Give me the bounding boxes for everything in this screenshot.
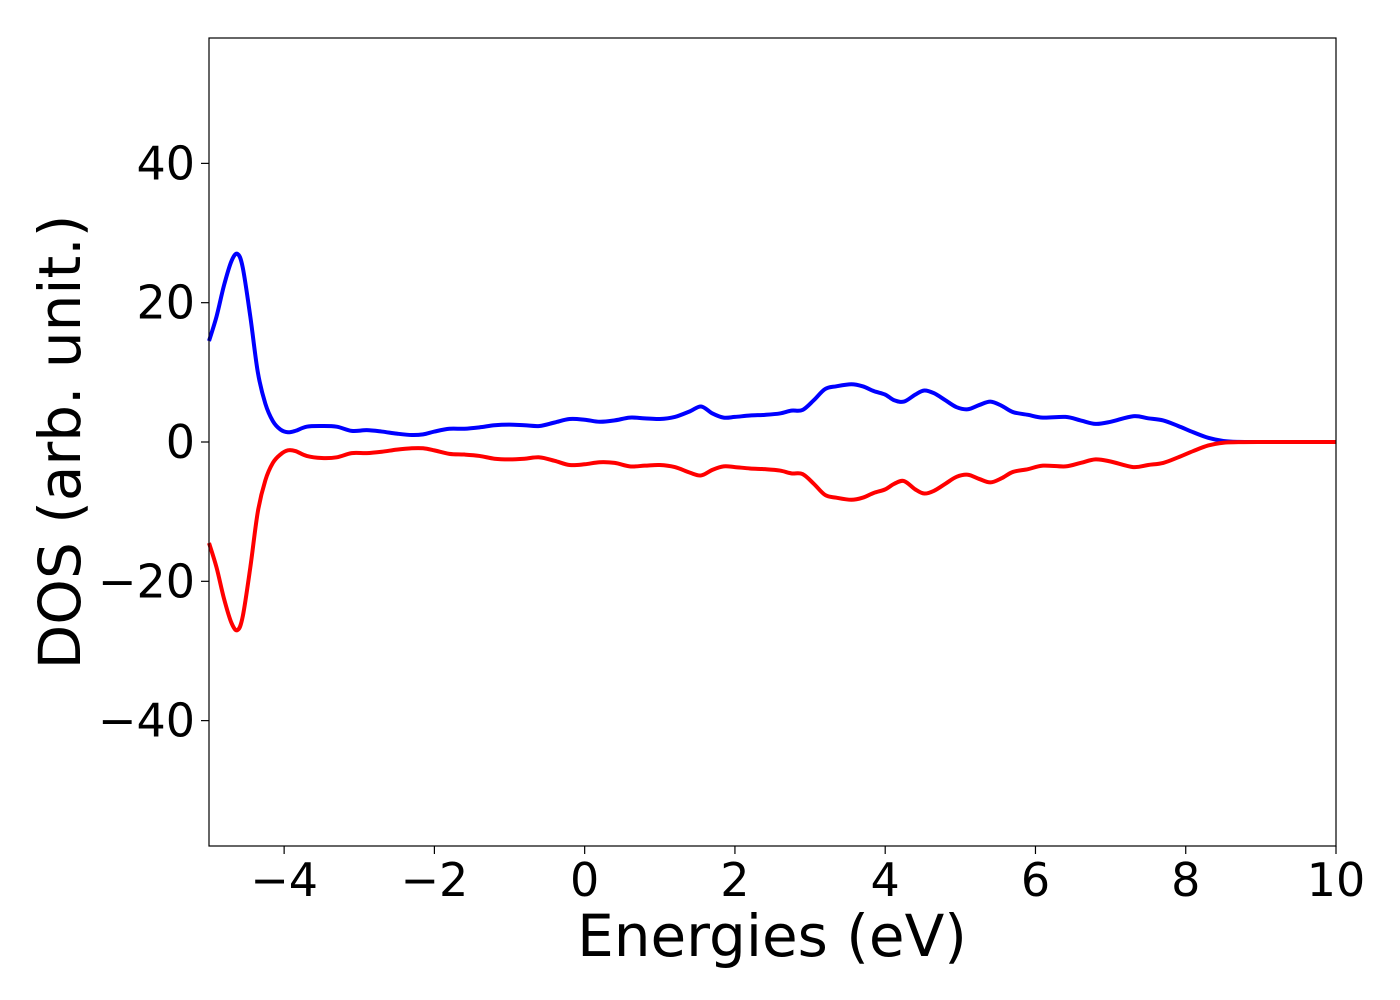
x-tick-label: −2	[400, 853, 468, 907]
series-line-red	[207, 439, 1336, 633]
y-tick-label: −40	[98, 694, 195, 748]
x-tick-label: −4	[250, 853, 318, 907]
series-layer	[207, 251, 1336, 633]
x-tick-label: 4	[871, 853, 900, 907]
y-tick-label: 40	[136, 136, 195, 190]
x-tick-label: 10	[1307, 853, 1366, 907]
y-tick-label: −20	[98, 554, 195, 608]
y-axis-ticks: −40 −20 0 20 40	[98, 136, 209, 748]
plot-frame	[208, 37, 1337, 847]
x-tick-label: 8	[1171, 853, 1200, 907]
plot-background	[209, 38, 1336, 846]
y-tick-label: 0	[166, 415, 195, 469]
x-tick-label: 2	[720, 853, 749, 907]
x-tick-label: 6	[1021, 853, 1050, 907]
y-axis-label: DOS (arb. unit.)	[26, 215, 94, 670]
y-tick-label: 20	[136, 276, 195, 330]
x-tick-label: 0	[570, 853, 599, 907]
x-axis-label: Energies (eV)	[577, 902, 967, 970]
x-axis-ticks: −4 −2 0 2 4 6 8 10	[250, 846, 1365, 907]
series-line-blue	[207, 251, 1336, 445]
